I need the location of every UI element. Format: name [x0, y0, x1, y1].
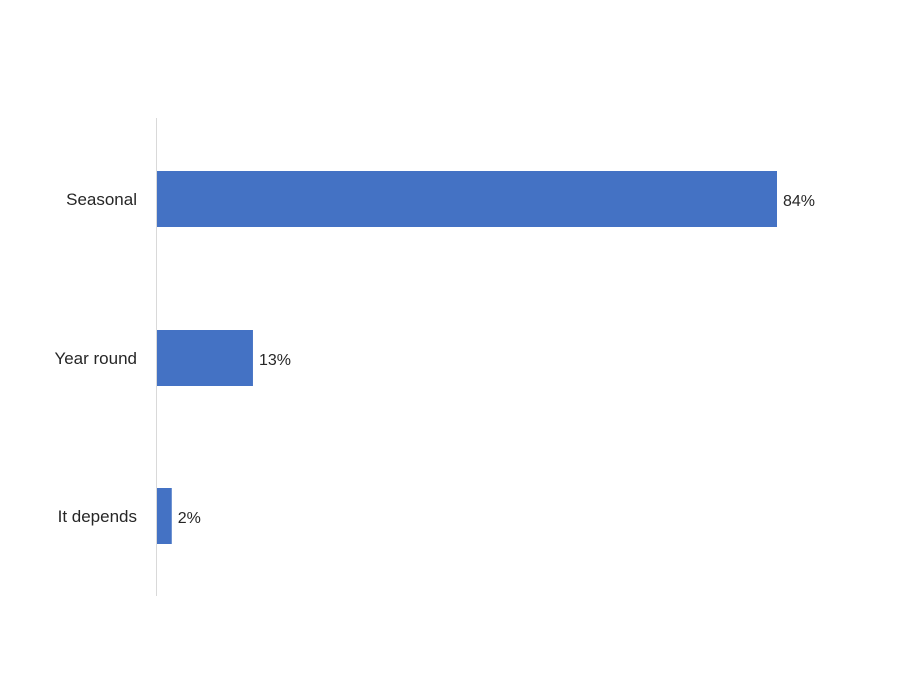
bar-year-round	[157, 330, 253, 386]
category-label: Year round	[54, 349, 137, 368]
bar-seasonal	[157, 171, 777, 227]
bars-group: Seasonal 84% Year round 13% It depends 2%	[54, 171, 815, 544]
data-label: 2%	[178, 510, 201, 527]
data-label: 84%	[783, 193, 815, 210]
category-label: Seasonal	[66, 190, 137, 209]
data-label: 13%	[259, 352, 291, 369]
category-label: It depends	[58, 507, 137, 526]
bar-it-depends	[157, 488, 172, 544]
